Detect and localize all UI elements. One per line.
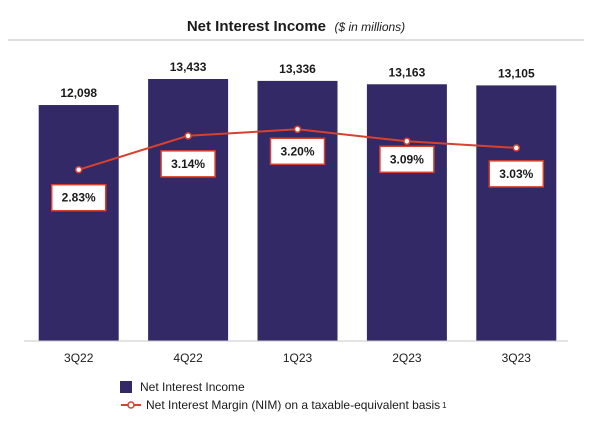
- nim-value-label: 3.14%: [171, 157, 205, 171]
- nim-value-label: 3.20%: [280, 144, 314, 158]
- nim-point-1Q23: [293, 125, 302, 134]
- nim-point-3Q23: [512, 144, 521, 152]
- bars-group: [38, 79, 557, 342]
- x-tick-label: 3Q22: [64, 351, 94, 365]
- bar-value-label: 13,433: [170, 60, 207, 74]
- nim-label-box: [160, 150, 216, 178]
- legend-line-marker: [121, 401, 141, 409]
- bar-3Q22: [38, 105, 119, 341]
- bar-value-label: 12,098: [60, 86, 97, 100]
- x-ticks-group: 3Q22 4Q22 1Q23 2Q23 3Q23: [64, 351, 531, 365]
- legend-item-nim: Net Interest Margin (NIM) on a taxable-e…: [120, 396, 447, 414]
- nim-label-box: [50, 183, 107, 212]
- legend-line-label: Net Interest Margin (NIM) on a taxable-e…: [146, 398, 441, 412]
- nim-value-label: 3.09%: [390, 152, 424, 166]
- chart-title: Net Interest Income ($ in millions): [187, 18, 405, 35]
- bar-value-label: 13,336: [279, 62, 316, 76]
- nim-label-box: [269, 137, 326, 166]
- nim-value-label: 3.03%: [499, 167, 533, 181]
- legend-bar-label: Net Interest Income: [140, 380, 245, 394]
- nim-labels-group: 2.83% 3.14% 3.20% 3.09% 3.03%: [50, 137, 545, 212]
- bar-1Q23: [257, 80, 338, 341]
- x-tick-label: 3Q23: [502, 351, 532, 365]
- legend-bar-swatch: [120, 381, 132, 393]
- legend: Net Interest Income Net Interest Margin …: [120, 378, 447, 414]
- x-tick-label: 2Q23: [392, 351, 422, 365]
- bar-value-label: 13,105: [498, 66, 535, 80]
- nim-value-label: 2.83%: [62, 191, 96, 205]
- legend-footnote: 1: [442, 400, 447, 410]
- nim-point-4Q22: [184, 132, 192, 140]
- bar-value-label: 13,163: [389, 65, 426, 79]
- bar-3Q23: [476, 85, 557, 342]
- bar-2Q23: [366, 84, 447, 341]
- x-tick-label: 1Q23: [283, 351, 313, 365]
- chart-title-main: Net Interest Income: [187, 18, 326, 35]
- legend-item-nii: Net Interest Income: [120, 378, 447, 396]
- nim-point-2Q23: [403, 137, 411, 146]
- nim-label-box: [379, 145, 435, 174]
- nim-points-group: [74, 125, 521, 174]
- bar-4Q22: [148, 79, 229, 341]
- nim-label-box: [488, 160, 545, 188]
- nim-point-3Q22: [74, 165, 83, 174]
- chart-subtitle: ($ in millions): [334, 20, 405, 34]
- bar-labels-group: 12,098 13,433 13,336 13,163 13,105: [60, 60, 535, 100]
- x-tick-label: 4Q22: [173, 351, 203, 365]
